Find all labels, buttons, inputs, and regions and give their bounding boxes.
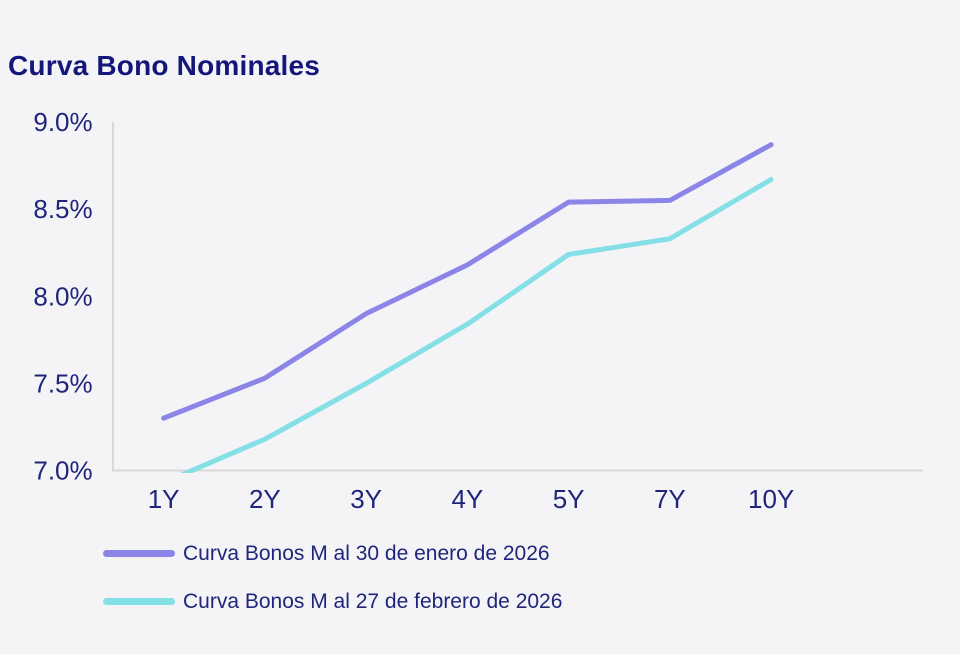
legend-swatch-febrero-icon	[103, 598, 175, 605]
legend-label-febrero: Curva Bonos M al 27 de febrero de 2026	[183, 589, 563, 613]
legend-label-enero: Curva Bonos M al 30 de enero de 2026	[183, 541, 550, 565]
svg-text:3Y: 3Y	[350, 484, 382, 514]
svg-text:7.0%: 7.0%	[33, 456, 92, 486]
svg-text:5Y: 5Y	[553, 484, 585, 514]
svg-text:8.5%: 8.5%	[33, 194, 92, 224]
svg-text:8.0%: 8.0%	[33, 281, 92, 311]
chart-title: Curva Bono Nominales	[8, 50, 321, 81]
svg-text:10Y: 10Y	[748, 484, 794, 514]
svg-text:2Y: 2Y	[249, 484, 281, 514]
svg-text:7Y: 7Y	[654, 484, 686, 514]
legend-item-febrero: Curva Bonos M al 27 de febrero de 2026	[103, 588, 562, 615]
svg-text:1Y: 1Y	[148, 484, 180, 514]
legend-item-enero: Curva Bonos M al 30 de enero de 2026	[103, 540, 562, 567]
legend-swatch-enero-icon	[103, 550, 175, 557]
svg-text:7.5%: 7.5%	[33, 368, 92, 398]
svg-text:9.0%: 9.0%	[33, 107, 92, 137]
chart-legend: Curva Bonos M al 30 de enero de 2026 Cur…	[103, 540, 562, 615]
svg-text:4Y: 4Y	[451, 484, 483, 514]
